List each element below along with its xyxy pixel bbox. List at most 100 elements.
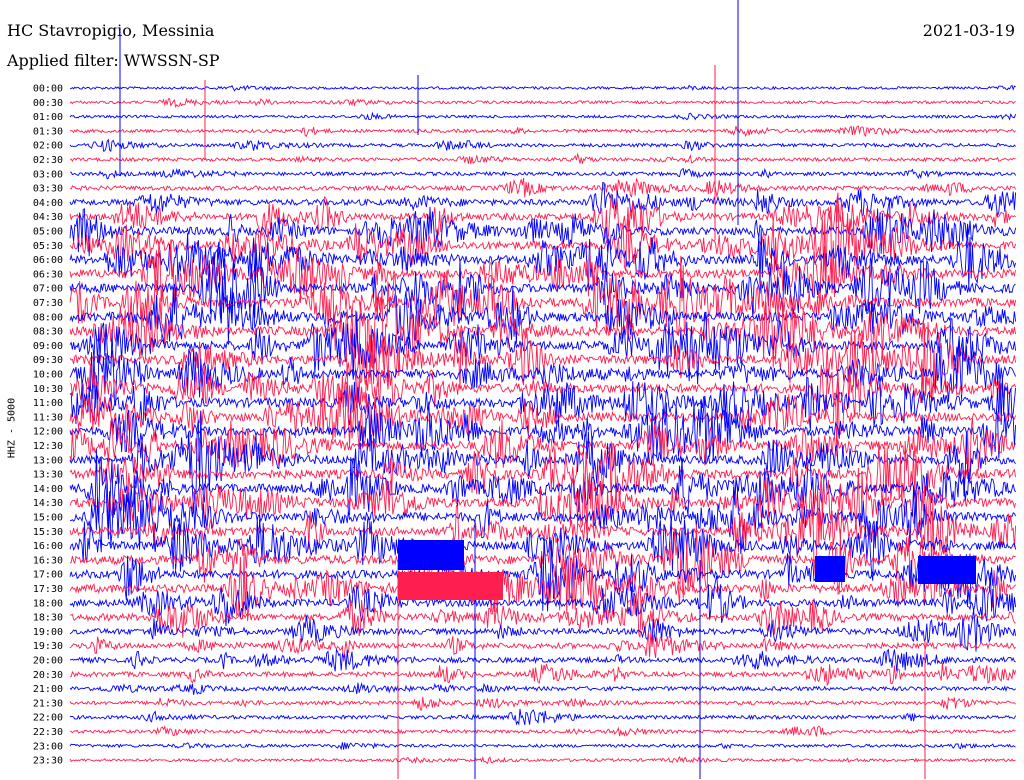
trace-line bbox=[69, 138, 1016, 153]
trace-line bbox=[69, 553, 1016, 622]
trace-line bbox=[69, 410, 1016, 514]
time-tick-label: 15:00 bbox=[33, 513, 63, 524]
time-tick-label: 21:00 bbox=[33, 684, 63, 695]
time-tick-label: 09:00 bbox=[33, 341, 63, 352]
trace-line bbox=[69, 321, 1017, 403]
time-tick-label: 22:30 bbox=[33, 727, 63, 738]
trace-line bbox=[69, 227, 1017, 290]
filter-label: Applied filter: WWSSN-SP bbox=[7, 51, 220, 70]
time-tick-label: 13:30 bbox=[33, 470, 63, 481]
time-tick-label: 04:00 bbox=[33, 198, 63, 209]
trace-line bbox=[69, 375, 1017, 432]
trace-line bbox=[69, 274, 1017, 384]
trace-line bbox=[69, 572, 1017, 627]
trace-line bbox=[69, 524, 1016, 606]
time-tick-label: 03:00 bbox=[33, 169, 63, 180]
trace-line bbox=[69, 380, 1017, 457]
trace-line bbox=[69, 477, 1017, 555]
time-tick-label: 10:00 bbox=[33, 370, 63, 381]
time-tick-label: 23:00 bbox=[33, 741, 63, 752]
time-tick-label: 23:30 bbox=[33, 756, 63, 767]
time-tick-labels: 00:00 00:30 01:00 01:30 02:00 02:30 03:00 03:30… bbox=[33, 84, 63, 767]
time-tick-label: 19:30 bbox=[33, 641, 63, 652]
trace-line bbox=[69, 632, 1016, 662]
time-tick-label: 11:30 bbox=[33, 412, 63, 423]
trace-line bbox=[69, 282, 1017, 344]
trace-line bbox=[69, 255, 1017, 336]
time-tick-label: 00:30 bbox=[33, 98, 63, 109]
time-tick-label: 08:30 bbox=[33, 327, 63, 338]
trace-line bbox=[69, 648, 1016, 672]
trace-line bbox=[69, 239, 1017, 304]
time-tick-label: 15:30 bbox=[33, 527, 63, 538]
time-tick-label: 19:00 bbox=[33, 627, 63, 638]
trace-line bbox=[69, 742, 1016, 751]
time-tick-label: 05:30 bbox=[33, 241, 63, 252]
trace-line bbox=[69, 708, 1017, 726]
trace-line bbox=[69, 199, 1017, 261]
time-tick-label: 07:00 bbox=[33, 284, 63, 295]
time-tick-label: 07:30 bbox=[33, 298, 63, 309]
trace-line bbox=[69, 177, 1017, 198]
trace-line bbox=[69, 181, 1017, 218]
trace-line bbox=[69, 609, 1017, 652]
time-tick-label: 09:30 bbox=[33, 355, 63, 366]
trace-line bbox=[69, 467, 1017, 539]
seismic-traces bbox=[69, 0, 1017, 779]
time-tick-label: 18:00 bbox=[33, 598, 63, 609]
time-tick-label: 06:30 bbox=[33, 269, 63, 280]
time-tick-label: 14:30 bbox=[33, 498, 63, 509]
trace-line bbox=[69, 448, 1016, 531]
trace-line bbox=[69, 417, 1017, 473]
trace-line bbox=[69, 336, 1017, 409]
time-tick-label: 00:00 bbox=[33, 84, 63, 95]
trace-line bbox=[69, 725, 1016, 737]
time-tick-label: 08:00 bbox=[33, 312, 63, 323]
time-tick-label: 13:00 bbox=[33, 455, 63, 466]
time-tick-label: 05:00 bbox=[33, 227, 63, 238]
trace-line bbox=[69, 97, 1016, 109]
trace-line bbox=[69, 682, 1016, 695]
time-tick-label: 01:30 bbox=[33, 126, 63, 137]
trace-line bbox=[69, 594, 1016, 638]
trace-line bbox=[69, 193, 1016, 243]
time-tick-label: 04:30 bbox=[33, 212, 63, 223]
trace-line bbox=[69, 756, 1016, 765]
saturated-block bbox=[398, 540, 464, 570]
saturated-block bbox=[918, 556, 976, 584]
trace-line bbox=[69, 696, 1016, 711]
time-tick-label: 20:30 bbox=[33, 670, 63, 681]
time-tick-label: 16:30 bbox=[33, 555, 63, 566]
time-tick-label: 03:30 bbox=[33, 184, 63, 195]
time-tick-label: 06:00 bbox=[33, 255, 63, 266]
time-tick-label: 12:00 bbox=[33, 427, 63, 438]
time-tick-label: 18:30 bbox=[33, 613, 63, 624]
trace-line bbox=[69, 363, 1017, 420]
saturated-block bbox=[815, 556, 845, 582]
station-title: HC Stavropigio, Messinia bbox=[7, 21, 215, 40]
trace-line bbox=[70, 152, 1016, 165]
trace-line bbox=[69, 535, 1017, 612]
trace-line bbox=[69, 663, 1017, 687]
trace-line bbox=[69, 192, 1017, 298]
time-tick-label: 22:00 bbox=[33, 713, 63, 724]
saturated-block bbox=[398, 572, 503, 600]
time-tick-label: 14:00 bbox=[33, 484, 63, 495]
trace-line bbox=[69, 84, 1016, 92]
time-tick-label: 01:00 bbox=[33, 112, 63, 123]
trace-line bbox=[69, 167, 1016, 180]
time-tick-label: 17:00 bbox=[33, 570, 63, 581]
time-tick-label: 16:00 bbox=[33, 541, 63, 552]
date-label: 2021-03-19 bbox=[922, 21, 1015, 40]
time-tick-label: 02:00 bbox=[33, 141, 63, 152]
trace-line bbox=[69, 111, 1017, 121]
time-tick-label: 10:30 bbox=[33, 384, 63, 395]
time-tick-label: 20:00 bbox=[33, 656, 63, 667]
time-tick-label: 12:30 bbox=[33, 441, 63, 452]
trace-line bbox=[69, 125, 1016, 138]
time-tick-label: 17:30 bbox=[33, 584, 63, 595]
time-tick-label: 02:30 bbox=[33, 155, 63, 166]
time-tick-label: 21:30 bbox=[33, 698, 63, 709]
time-tick-label: 11:00 bbox=[33, 398, 63, 409]
